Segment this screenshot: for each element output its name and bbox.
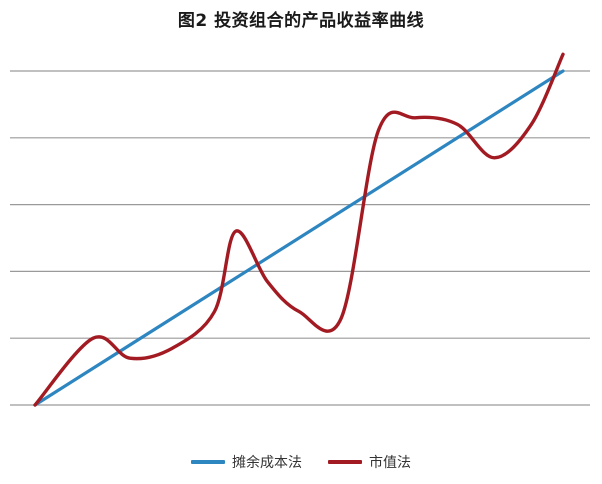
legend-swatch-amortized-cost bbox=[191, 460, 225, 464]
series-line-amortized-cost bbox=[33, 69, 565, 407]
series-line-market-value bbox=[33, 52, 565, 407]
legend-item-amortized-cost: 摊余成本法 bbox=[191, 452, 302, 472]
chart-legend: 摊余成本法 市值法 bbox=[0, 452, 602, 472]
chart-title: 图2 投资组合的产品收益率曲线 bbox=[177, 11, 425, 31]
legend-label-amortized-cost: 摊余成本法 bbox=[232, 455, 302, 471]
legend-swatch-market-value bbox=[328, 460, 362, 464]
legend-label-market-value: 市值法 bbox=[369, 455, 411, 471]
legend-item-market-value: 市值法 bbox=[328, 452, 411, 472]
